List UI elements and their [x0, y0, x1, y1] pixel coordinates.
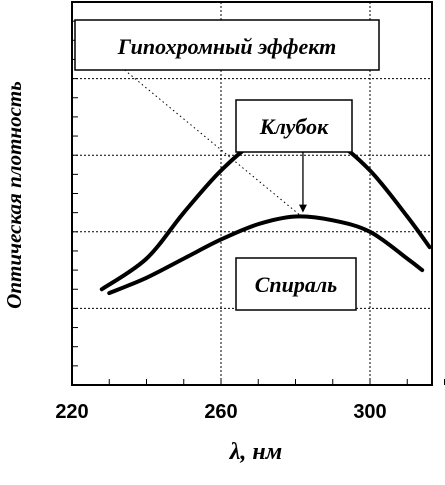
coil-box: [235, 99, 353, 153]
helix-curve: [107, 214, 425, 296]
x-tick-label-220: 220: [55, 401, 88, 423]
coil-label: Клубок: [259, 114, 329, 139]
axis-ticks: [72, 20, 445, 385]
helix-label: Спираль: [255, 272, 338, 297]
hypochromic-effect-label: Гипохромный эффект: [117, 34, 336, 59]
y-axis-title: Оптическая плотность: [2, 81, 26, 309]
x-tick-label-260: 260: [204, 401, 237, 423]
hypochromic-effect-box: [74, 19, 380, 71]
helix-box: [235, 257, 357, 311]
x-axis-title: λ, нм: [229, 439, 282, 465]
x-tick-label-300: 300: [353, 401, 386, 423]
